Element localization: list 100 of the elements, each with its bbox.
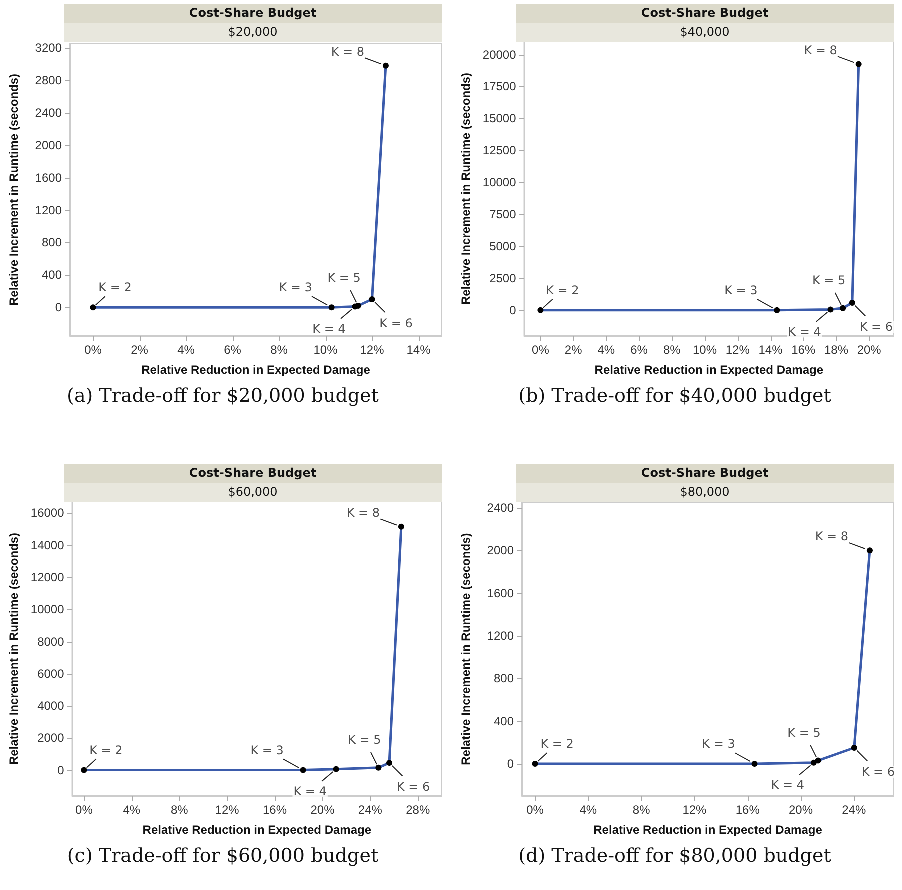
chart-title: Cost-Share Budget: [64, 4, 442, 23]
y-tick-label: 800: [494, 672, 514, 686]
y-tick-label: 2500: [490, 271, 517, 286]
y-tick-label: 12500: [482, 144, 517, 158]
y-tick-label: 400: [494, 714, 514, 728]
x-tick-label: 24%: [842, 803, 866, 817]
y-tick-label: 8000: [38, 634, 65, 649]
chart-title: Cost-Share Budget: [516, 4, 894, 23]
annotation: K = 8: [815, 530, 849, 544]
y-tick-label: 2000: [35, 138, 62, 152]
chart-title: Cost-Share Budget: [516, 464, 894, 483]
y-tick-label: 10000: [30, 602, 65, 617]
y-tick-label: 0: [58, 763, 65, 778]
x-tick-label: 4%: [598, 343, 616, 357]
y-tick-label: 3200: [35, 41, 62, 55]
y-tick-label: 2800: [35, 73, 62, 88]
chart-title: Cost-Share Budget: [64, 464, 442, 483]
y-tick-label: 6000: [38, 666, 65, 681]
annotation: K = 8: [331, 44, 365, 59]
annotation: K = 5: [328, 270, 361, 285]
x-axis-title: Relative Reduction in Expected Damage: [594, 823, 823, 837]
x-tick-label: 20%: [788, 803, 814, 817]
annotation: K = 6: [862, 765, 895, 779]
y-tick-label: 14000: [30, 538, 65, 552]
y-tick-label: 1200: [35, 203, 62, 218]
x-tick-label: 6%: [630, 343, 648, 357]
x-tick-label: 18%: [824, 343, 849, 357]
annotation: K = 5: [812, 273, 846, 288]
y-tick-label: 2400: [487, 501, 514, 515]
y-tick-label: 0: [510, 303, 517, 318]
x-tick-label: 16%: [736, 803, 760, 817]
x-tick-label: 0%: [526, 803, 544, 817]
y-tick-label: 16000: [30, 506, 65, 520]
x-tick-label: 20%: [857, 343, 882, 357]
x-tick-label: 12%: [682, 803, 708, 817]
x-tick-label: 16%: [792, 343, 816, 357]
annotation: K = 8: [804, 43, 838, 58]
y-tick-label: 1600: [487, 586, 514, 600]
x-tick-label: 8%: [663, 343, 682, 357]
y-axis-title: Relative Increment in Runtime (seconds): [459, 533, 473, 766]
x-tick-label: 10%: [314, 343, 338, 357]
x-tick-label: 8%: [170, 803, 189, 817]
y-tick-label: 12000: [30, 570, 65, 585]
x-tick-label: 2%: [131, 343, 149, 357]
y-tick-label: 20000: [482, 48, 517, 62]
x-tick-label: 0%: [84, 343, 102, 357]
annotation: K = 3: [702, 737, 736, 751]
annotation: K = 5: [348, 732, 382, 747]
y-tick-label: 15000: [482, 112, 517, 126]
x-tick-label: 2%: [564, 343, 583, 357]
y-tick-label: 0: [55, 300, 62, 315]
y-tick-label: 400: [42, 268, 62, 282]
x-tick-label: 8%: [270, 343, 288, 357]
x-tick-label: 24%: [358, 803, 383, 817]
y-tick-label: 4000: [38, 699, 65, 714]
y-axis-title: Relative Increment in Runtime (seconds): [7, 74, 21, 306]
y-tick-label: 800: [42, 236, 62, 250]
chart-subtitle: $80,000: [516, 483, 894, 502]
y-tick-label: 17500: [482, 80, 517, 94]
x-axis-title: Relative Reduction in Expected Damage: [142, 823, 372, 837]
x-tick-label: 12%: [215, 803, 240, 817]
y-tick-label: 7500: [490, 208, 517, 222]
annotation: K = 2: [98, 280, 132, 295]
text: (c) Trade-off for $60,000 budget: [66, 845, 380, 867]
x-axis-title: Relative Reduction in Expected Damage: [594, 363, 824, 377]
x-tick-label: 12%: [726, 343, 750, 357]
annotation: K = 4: [294, 784, 327, 798]
x-tick-label: 4%: [580, 803, 598, 817]
x-axis-title: Relative Reduction in Expected Damage: [142, 363, 371, 377]
x-tick-label: 12%: [360, 343, 385, 357]
y-tick-label: 2400: [35, 106, 62, 120]
x-tick-label: 4%: [123, 803, 141, 817]
annotation: K = 5: [788, 726, 821, 740]
x-tick-label: 14%: [758, 343, 784, 357]
y-tick-label: 10000: [482, 176, 517, 190]
y-tick-label: 2000: [487, 544, 514, 558]
annotation: K = 2: [546, 283, 580, 298]
x-tick-label: 8%: [632, 803, 651, 817]
y-axis-title: Relative Increment in Runtime (seconds): [459, 72, 473, 306]
x-tick-label: 14%: [406, 343, 432, 357]
x-tick-label: 4%: [178, 343, 196, 357]
annotation: K = 2: [90, 743, 123, 758]
annotation: K = 6: [860, 320, 894, 334]
y-tick-label: 5000: [490, 240, 517, 254]
x-tick-label: 20%: [310, 803, 336, 817]
text: (b) Trade-off for $40,000 budget: [518, 385, 832, 407]
annotation: K = 3: [250, 743, 284, 758]
annotation: K = 6: [396, 780, 430, 794]
annotation: K = 8: [346, 506, 380, 520]
y-tick-label: 2000: [38, 731, 65, 746]
annotation: K = 4: [771, 778, 804, 792]
annotation: K = 2: [540, 737, 574, 751]
x-tick-label: 28%: [406, 803, 430, 817]
y-axis-title: Relative Increment in Runtime (seconds): [7, 532, 21, 766]
y-tick-label: 1200: [487, 629, 514, 643]
x-tick-label: 0%: [532, 343, 550, 357]
y-tick-label: 1600: [35, 170, 62, 185]
y-tick-label: 0: [507, 757, 514, 771]
chart-subtitle: $60,000: [64, 483, 442, 502]
chart-subtitle: $40,000: [516, 23, 894, 42]
